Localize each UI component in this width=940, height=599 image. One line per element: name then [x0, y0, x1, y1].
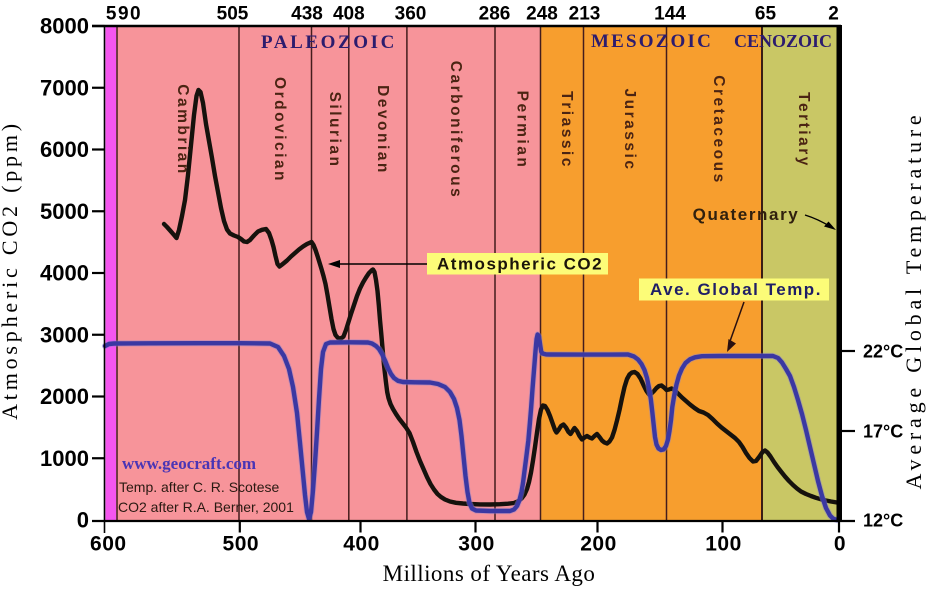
- svg-text:22°C: 22°C: [863, 342, 903, 362]
- svg-text:CO2 after R.A. Berner, 2001: CO2 after R.A. Berner, 2001: [118, 499, 294, 515]
- svg-text:600: 600: [90, 533, 127, 556]
- svg-text:0: 0: [77, 508, 89, 533]
- svg-text:Quaternary: Quaternary: [693, 205, 800, 224]
- svg-text:Silurian: Silurian: [326, 92, 343, 169]
- svg-text:0: 0: [834, 533, 846, 556]
- svg-text:5000: 5000: [40, 199, 89, 224]
- svg-text:CENOZOIC: CENOZOIC: [734, 31, 832, 51]
- svg-text:286: 286: [479, 4, 511, 25]
- svg-text:505: 505: [217, 4, 249, 25]
- svg-text:213: 213: [569, 4, 601, 25]
- svg-text:Temp. after C. R. Scotese: Temp. after C. R. Scotese: [119, 479, 279, 495]
- svg-text:www.geocraft.com: www.geocraft.com: [122, 454, 256, 473]
- svg-text:Atmospheric CO2: Atmospheric CO2: [437, 255, 603, 274]
- svg-text:Cretaceous: Cretaceous: [710, 75, 727, 184]
- svg-text:7000: 7000: [40, 75, 89, 100]
- svg-text:8000: 8000: [40, 14, 89, 39]
- svg-text:200: 200: [580, 533, 617, 556]
- svg-text:360: 360: [395, 4, 427, 25]
- svg-text:300: 300: [458, 533, 495, 556]
- svg-text:17°C: 17°C: [863, 422, 903, 442]
- svg-text:Permian: Permian: [514, 91, 531, 170]
- svg-text:Ave. Global Temp.: Ave. Global Temp.: [650, 280, 822, 299]
- svg-text:Ordovician: Ordovician: [271, 77, 288, 183]
- svg-text:500: 500: [223, 533, 260, 556]
- svg-text:Jurassic: Jurassic: [621, 89, 638, 172]
- svg-text:590: 590: [106, 4, 142, 25]
- svg-text:144: 144: [654, 4, 686, 25]
- svg-text:248: 248: [526, 4, 558, 25]
- svg-text:65: 65: [755, 4, 777, 25]
- svg-text:Atmospheric CO2 (ppm): Atmospheric CO2 (ppm): [0, 120, 22, 420]
- svg-text:Millions of Years Ago: Millions of Years Ago: [383, 561, 596, 586]
- svg-text:408: 408: [333, 4, 365, 25]
- svg-text:2: 2: [828, 4, 839, 25]
- svg-text:MESOZOIC: MESOZOIC: [591, 31, 713, 52]
- svg-text:100: 100: [705, 533, 742, 556]
- svg-text:Devonian: Devonian: [374, 85, 391, 175]
- svg-text:3000: 3000: [40, 322, 89, 347]
- svg-text:Triassic: Triassic: [558, 91, 575, 169]
- svg-text:2000: 2000: [40, 384, 89, 409]
- svg-text:PALEOZOIC: PALEOZOIC: [261, 32, 397, 53]
- svg-text:438: 438: [291, 4, 323, 25]
- svg-text:4000: 4000: [40, 261, 89, 286]
- svg-text:Average Global Temperature: Average Global Temperature: [901, 111, 926, 490]
- svg-text:Tertiary: Tertiary: [795, 92, 812, 168]
- svg-text:Carboniferous: Carboniferous: [447, 61, 464, 199]
- svg-text:12°C: 12°C: [863, 511, 903, 531]
- svg-text:6000: 6000: [40, 137, 89, 162]
- svg-text:1000: 1000: [40, 446, 89, 471]
- svg-text:400: 400: [343, 533, 380, 556]
- svg-text:Cambrian: Cambrian: [174, 84, 191, 176]
